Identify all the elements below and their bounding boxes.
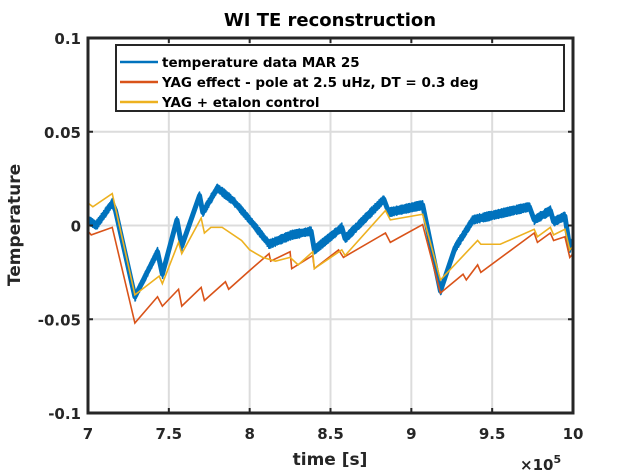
y-axis-label: Temperature: [5, 164, 25, 286]
x-axis-label: time [s]: [293, 450, 368, 470]
y-tick-label: -0.1: [48, 405, 81, 423]
x-tick-label: 8: [244, 425, 254, 443]
legend-entry-label: temperature data MAR 25: [162, 55, 360, 71]
ticks: [87, 37, 574, 414]
y-tick-label: 0: [71, 218, 81, 236]
x-tick-labels: 7 7.5 8 8.5 9 9.5 10: [83, 425, 584, 443]
y-tick-label: 0.1: [54, 30, 81, 48]
chart-title: WI TE reconstruction: [224, 10, 436, 31]
legend-entry-label: YAG + etalon control: [161, 95, 320, 111]
series-line-yag-etalon: [88, 192, 573, 297]
x-tick-label: 9: [406, 425, 416, 443]
y-tick-label: -0.05: [38, 311, 81, 329]
x-tick-label: 9.5: [479, 425, 506, 443]
x-tick-label: 8.5: [317, 425, 344, 443]
series-layer: [88, 183, 573, 325]
legend-box: [115, 44, 565, 112]
x-multiplier-exponent: 5: [553, 453, 561, 466]
x-tick-label: 10: [563, 425, 584, 443]
series-2: [88, 192, 573, 297]
x-tick-label: 7: [83, 425, 93, 443]
y-tick-labels: -0.1 -0.05 0 0.05 0.1: [38, 30, 81, 423]
x-multiplier-base: ×10: [520, 456, 553, 474]
series-band-temperature-data: [88, 185, 573, 300]
legend-entry-label: YAG effect - pole at 2.5 uHz, DT = 0.3 d…: [161, 75, 479, 91]
x-tick-label: 7.5: [156, 425, 183, 443]
x-multiplier: ×105: [520, 453, 561, 474]
legend: temperature data MAR 25 YAG effect - pole…: [115, 44, 565, 112]
y-tick-label: 0.05: [44, 124, 81, 142]
series-0: [88, 183, 573, 302]
